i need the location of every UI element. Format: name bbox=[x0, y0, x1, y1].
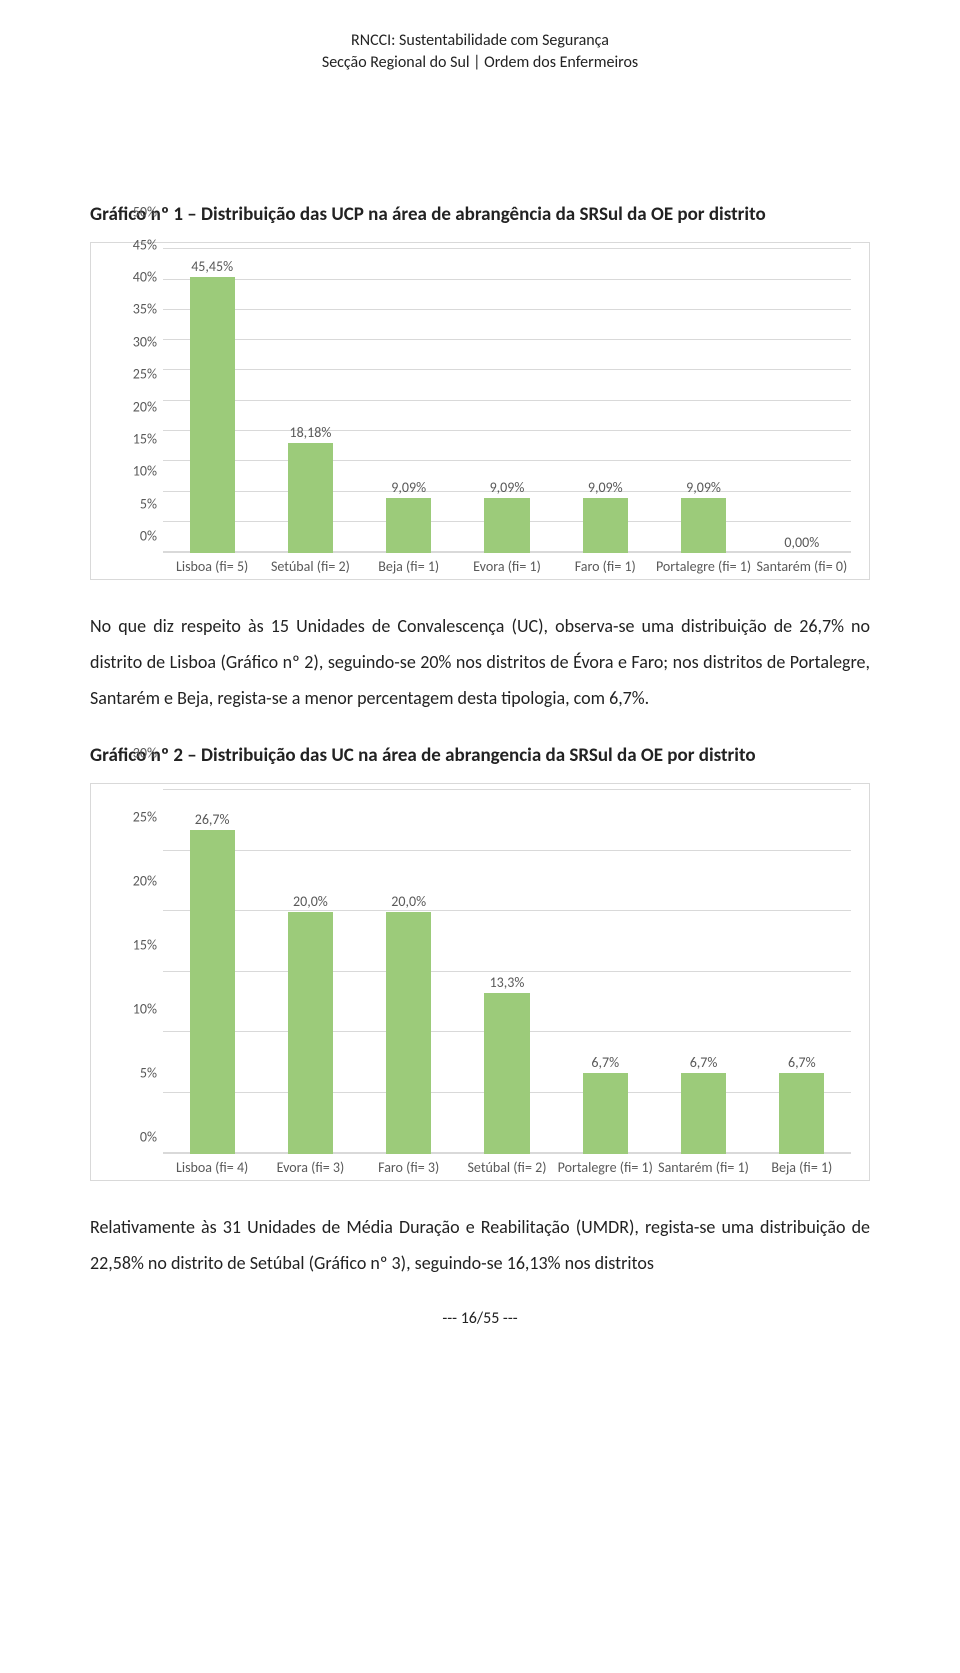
x-tick-label: Beja (fi= 1) bbox=[360, 555, 458, 575]
bar bbox=[583, 1073, 628, 1154]
bar-column: 45,45% bbox=[163, 249, 261, 553]
bar bbox=[484, 498, 529, 553]
header-line1: RNCCI: Sustentabilidade com Segurança bbox=[90, 30, 870, 52]
bar-value-label: 6,7% bbox=[591, 1054, 619, 1071]
y-tick-label: 15% bbox=[103, 937, 157, 954]
chart1-box: 0%5%10%15%20%25%30%35%40%45%50%45,45%18,… bbox=[90, 242, 870, 580]
chart2-box: 0%5%10%15%20%25%30%26,7%20,0%20,0%13,3%6… bbox=[90, 783, 870, 1181]
y-tick-label: 15% bbox=[103, 431, 157, 448]
bar-value-label: 9,09% bbox=[490, 479, 525, 496]
bar bbox=[681, 498, 726, 553]
x-tick-label: Portalegre (fi= 1) bbox=[654, 555, 752, 575]
page-footer: --- 16/55 --- bbox=[90, 1309, 870, 1328]
bar-value-label: 0,00% bbox=[784, 534, 819, 551]
bar-value-label: 45,45% bbox=[191, 258, 233, 275]
y-tick-label: 45% bbox=[103, 236, 157, 253]
x-tick-label: Evora (fi= 3) bbox=[261, 1156, 359, 1176]
bar-column: 18,18% bbox=[261, 249, 359, 553]
paragraph-2: Relativamente às 31 Unidades de Média Du… bbox=[90, 1209, 870, 1281]
bar bbox=[288, 912, 333, 1155]
bar-value-label: 20,0% bbox=[391, 893, 426, 910]
bar-value-label: 20,0% bbox=[293, 893, 328, 910]
y-tick-label: 10% bbox=[103, 463, 157, 480]
bar-column: 9,09% bbox=[556, 249, 654, 553]
y-tick-label: 20% bbox=[103, 873, 157, 890]
y-tick-label: 0% bbox=[103, 1129, 157, 1146]
x-tick-label: Setúbal (fi= 2) bbox=[458, 1156, 556, 1176]
x-tick-label: Setúbal (fi= 2) bbox=[261, 555, 359, 575]
y-tick-label: 20% bbox=[103, 398, 157, 415]
bar-value-label: 18,18% bbox=[289, 424, 331, 441]
bar bbox=[288, 443, 333, 554]
y-tick-label: 5% bbox=[103, 495, 157, 512]
x-tick-label: Beja (fi= 1) bbox=[753, 1156, 851, 1176]
x-tick-label: Faro (fi= 1) bbox=[556, 555, 654, 575]
y-tick-label: 25% bbox=[103, 809, 157, 826]
chart1-title: Gráfico nº 1 – Distribuição das UCP na á… bbox=[90, 203, 870, 226]
y-tick-label: 25% bbox=[103, 366, 157, 383]
bar-value-label: 6,7% bbox=[788, 1054, 816, 1071]
bar-column: 13,3% bbox=[458, 790, 556, 1154]
y-tick-label: 0% bbox=[103, 528, 157, 545]
bar-column: 9,09% bbox=[654, 249, 752, 553]
bar-column: 20,0% bbox=[360, 790, 458, 1154]
bar bbox=[681, 1073, 726, 1154]
chart2-title: Gráfico nº 2 – Distribuição das UC na ár… bbox=[90, 744, 870, 767]
chart1-area: 0%5%10%15%20%25%30%35%40%45%50%45,45%18,… bbox=[103, 249, 857, 573]
bar-value-label: 26,7% bbox=[195, 811, 230, 828]
bar-column: 20,0% bbox=[261, 790, 359, 1154]
bar-column: 6,7% bbox=[753, 790, 851, 1154]
bar-column: 6,7% bbox=[556, 790, 654, 1154]
page-header: RNCCI: Sustentabilidade com Segurança Se… bbox=[90, 30, 870, 73]
bar-value-label: 9,09% bbox=[588, 479, 623, 496]
bar bbox=[386, 498, 431, 553]
bar bbox=[484, 993, 529, 1154]
x-tick-label: Portalegre (fi= 1) bbox=[556, 1156, 654, 1176]
y-tick-label: 50% bbox=[103, 204, 157, 221]
bar bbox=[190, 277, 235, 553]
bar-value-label: 13,3% bbox=[490, 974, 525, 991]
x-tick-label: Santarém (fi= 1) bbox=[654, 1156, 752, 1176]
bar-column: 26,7% bbox=[163, 790, 261, 1154]
bar-value-label: 6,7% bbox=[690, 1054, 718, 1071]
bar bbox=[779, 1073, 824, 1154]
y-tick-label: 30% bbox=[103, 333, 157, 350]
bar-column: 6,7% bbox=[654, 790, 752, 1154]
y-tick-label: 40% bbox=[103, 269, 157, 286]
x-tick-label: Evora (fi= 1) bbox=[458, 555, 556, 575]
page: RNCCI: Sustentabilidade com Segurança Se… bbox=[0, 0, 960, 1358]
y-tick-label: 10% bbox=[103, 1001, 157, 1018]
bar-value-label: 9,09% bbox=[391, 479, 426, 496]
paragraph-1: No que diz respeito às 15 Unidades de Co… bbox=[90, 608, 870, 716]
bar-column: 0,00% bbox=[753, 249, 851, 553]
y-tick-label: 30% bbox=[103, 745, 157, 762]
bar bbox=[190, 830, 235, 1154]
x-tick-label: Santarém (fi= 0) bbox=[753, 555, 851, 575]
x-tick-label: Lisboa (fi= 5) bbox=[163, 555, 261, 575]
y-tick-label: 35% bbox=[103, 301, 157, 318]
bar bbox=[583, 498, 628, 553]
chart2-area: 0%5%10%15%20%25%30%26,7%20,0%20,0%13,3%6… bbox=[103, 790, 857, 1174]
header-line2: Secção Regional do Sul | Ordem dos Enfer… bbox=[90, 52, 870, 74]
bar-value-label: 9,09% bbox=[686, 479, 721, 496]
y-tick-label: 5% bbox=[103, 1065, 157, 1082]
bar-column: 9,09% bbox=[360, 249, 458, 553]
x-tick-label: Lisboa (fi= 4) bbox=[163, 1156, 261, 1176]
x-tick-label: Faro (fi= 3) bbox=[360, 1156, 458, 1176]
bar-column: 9,09% bbox=[458, 249, 556, 553]
bar bbox=[386, 912, 431, 1155]
